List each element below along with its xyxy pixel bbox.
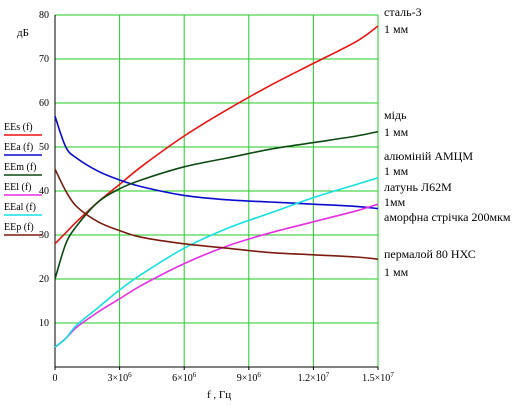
y-tick-label: 20 bbox=[39, 274, 49, 285]
plot-frame bbox=[54, 15, 378, 368]
y-tick-label: 30 bbox=[39, 230, 49, 241]
annotation-sublabel: 1 мм bbox=[384, 22, 409, 36]
series-line bbox=[54, 115, 379, 210]
series-line bbox=[54, 130, 379, 280]
x-tick-label: 9×106 bbox=[237, 371, 262, 384]
annotation-label: аморфна стрічка 200мкм bbox=[384, 210, 511, 224]
legend-label: EEl (f) bbox=[4, 182, 32, 193]
y-tick-label: 50 bbox=[39, 142, 49, 153]
annotation-label: мідь bbox=[384, 108, 407, 122]
y-tick-label: 70 bbox=[39, 54, 49, 65]
legend-label: EEp (f) bbox=[4, 222, 34, 233]
legend-label: EEa (f) bbox=[4, 142, 33, 153]
annotation-label: алюміній АМЦМ bbox=[384, 149, 473, 163]
annotation-sublabel: 1мм bbox=[384, 195, 406, 209]
y-tick-label: 10 bbox=[39, 318, 49, 329]
x-axis-ticks: 0 3×106 6×106 9×106 1.2×107 1.5×107 bbox=[53, 367, 394, 384]
annotation-label: сталь-3 bbox=[384, 5, 422, 19]
x-tick-label: 0 bbox=[53, 373, 58, 384]
grid-lines bbox=[55, 14, 379, 367]
series-lines bbox=[54, 25, 379, 348]
annotation-sublabel: 1 мм bbox=[384, 164, 409, 178]
legend-label: EEm (f) bbox=[4, 162, 37, 173]
y-axis-ticks: 10 20 30 40 50 60 70 80 bbox=[39, 10, 49, 329]
series-line bbox=[54, 177, 379, 348]
annotation-label: пермалой 80 НХС bbox=[384, 247, 476, 261]
series-line bbox=[54, 203, 379, 348]
annotation-sublabel: 1 мм bbox=[384, 125, 409, 139]
legend-label: EEal (f) bbox=[4, 202, 36, 213]
x-axis-label: f , Гц bbox=[207, 389, 231, 401]
annotation-sublabel: 1 мм bbox=[384, 265, 409, 279]
annotation-label: латунь Л62М bbox=[384, 180, 452, 194]
series-line bbox=[54, 168, 379, 260]
x-tick-label: 3×106 bbox=[108, 371, 133, 384]
x-tick-label: 1.5×107 bbox=[362, 371, 394, 384]
y-tick-label: 60 bbox=[39, 98, 49, 109]
legend: EEs (f) EEa (f) EEm (f) EEl (f) EEal (f) EEp … bbox=[4, 122, 42, 236]
series-line bbox=[54, 25, 379, 245]
x-tick-label: 1.2×107 bbox=[298, 371, 330, 384]
legend-label: EEs (f) bbox=[4, 122, 33, 133]
x-tick-label: 6×106 bbox=[172, 371, 197, 384]
y-tick-label: 80 bbox=[39, 10, 49, 21]
y-tick-label: 40 bbox=[39, 186, 49, 197]
y-axis-label: дБ bbox=[17, 27, 29, 39]
